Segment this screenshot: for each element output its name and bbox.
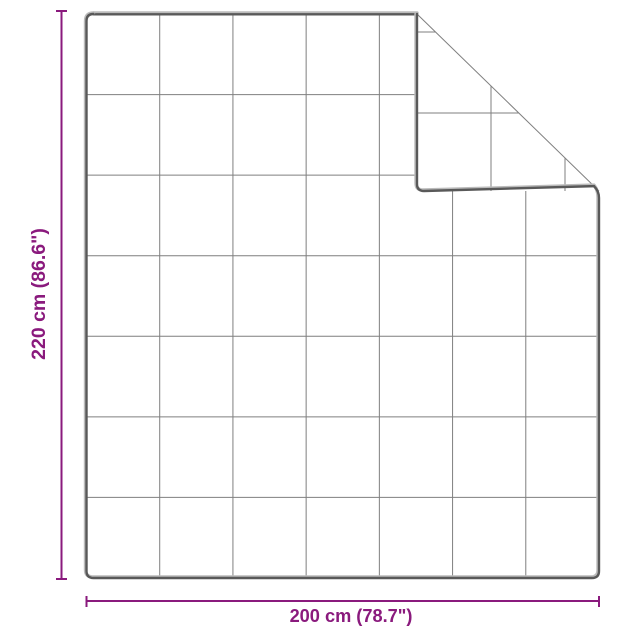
svg-text:200 cm (78.7"): 200 cm (78.7") [290, 606, 413, 626]
svg-text:220 cm (86.6"): 220 cm (86.6") [28, 228, 50, 360]
